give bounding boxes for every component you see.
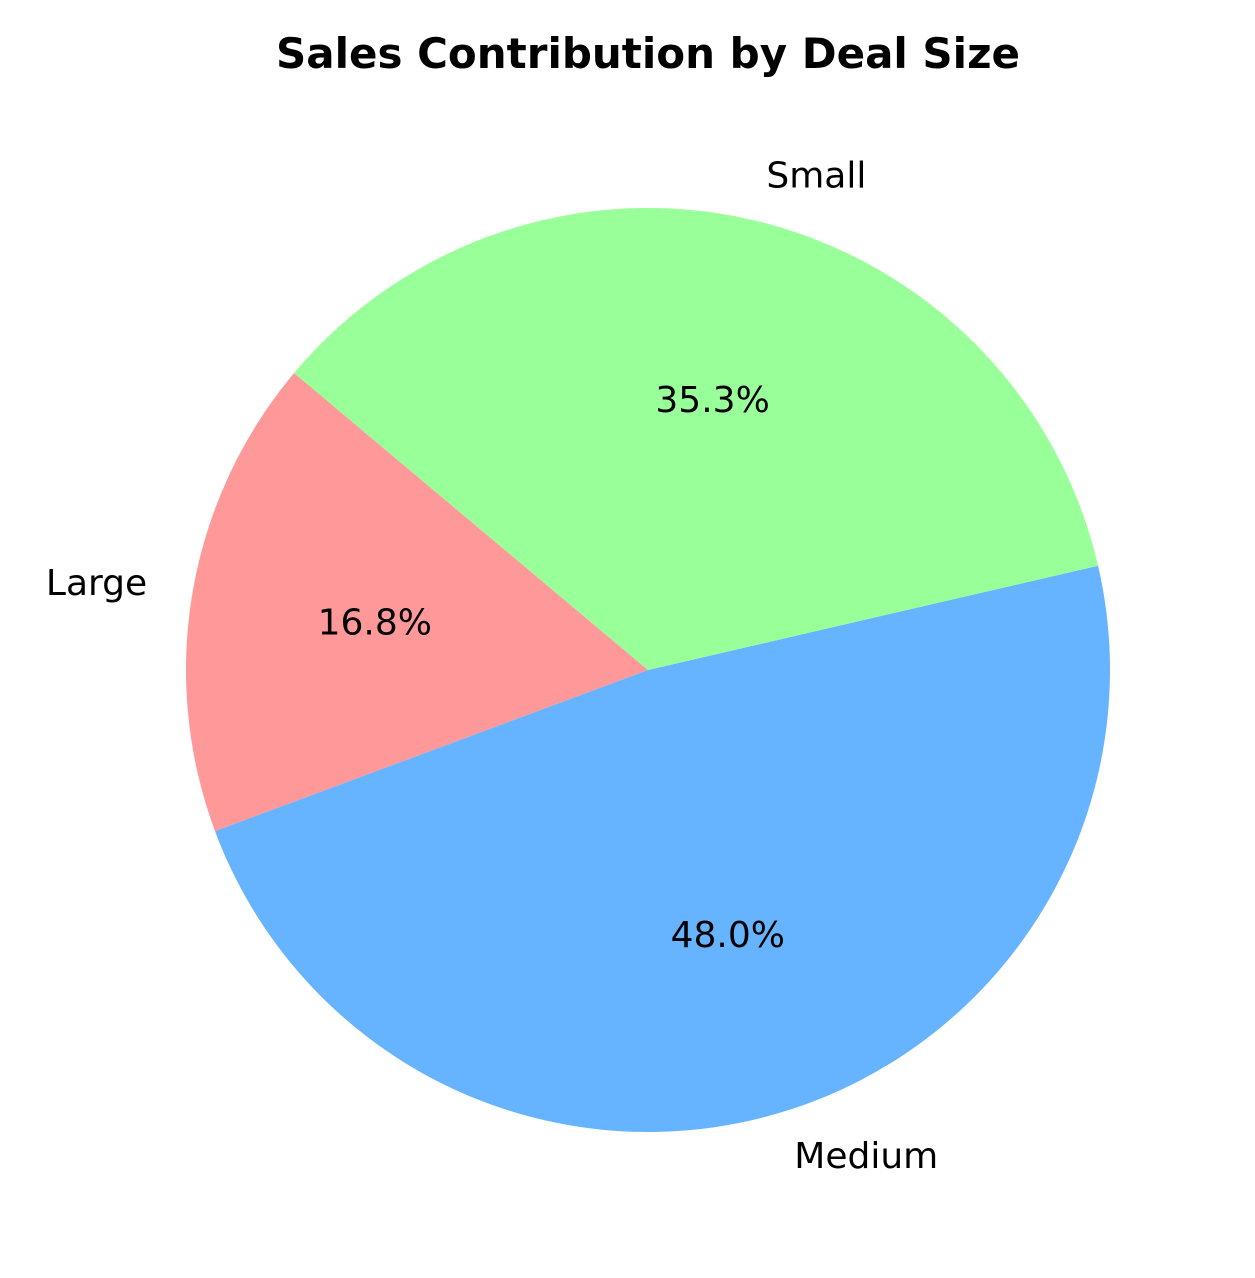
slice-medium-wedge <box>215 565 1110 1132</box>
slice-large-wedge <box>185 373 648 832</box>
slice-large-label: Large <box>46 563 147 604</box>
slice-small-percent: 35.3% <box>655 380 769 421</box>
slice-small-label: Small <box>766 155 866 196</box>
slice-small: Small 35.3% <box>294 155 1099 670</box>
slice-medium: Medium 48.0% <box>215 565 1110 1177</box>
slice-medium-percent: 48.0% <box>671 915 785 956</box>
slice-small-wedge <box>294 208 1099 670</box>
slice-large: Large 16.8% <box>46 373 648 832</box>
slice-large-percent: 16.8% <box>318 602 432 643</box>
chart-title: Sales Contribution by Deal Size <box>276 29 1020 78</box>
slice-medium-label: Medium <box>794 1136 938 1177</box>
